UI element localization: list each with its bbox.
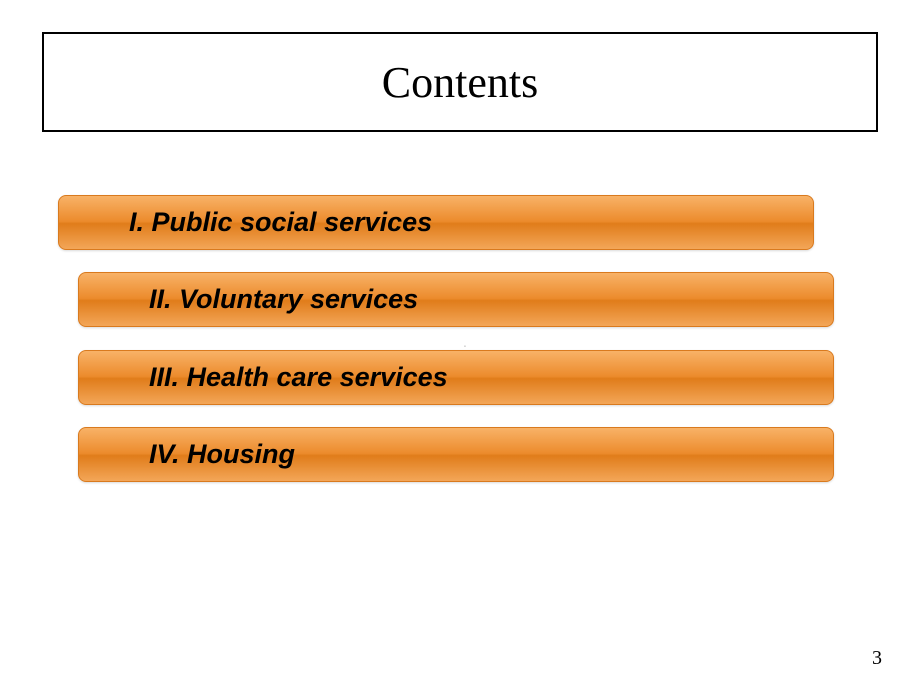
page-number: 3 (872, 647, 882, 670)
contents-bar: II. Voluntary services (78, 272, 834, 327)
contents-bar: I. Public social services (58, 195, 814, 250)
slide-title: Contents (382, 57, 538, 108)
watermark-dot: · (455, 340, 475, 356)
contents-bar: IV. Housing (78, 427, 834, 482)
contents-bar-label: II. Voluntary services (149, 284, 418, 315)
contents-bar: III. Health care services (78, 350, 834, 405)
contents-bar-label: IV. Housing (149, 439, 295, 470)
title-box: Contents (42, 32, 878, 132)
contents-bar-label: I. Public social services (129, 207, 432, 238)
contents-bar-label: III. Health care services (149, 362, 448, 393)
